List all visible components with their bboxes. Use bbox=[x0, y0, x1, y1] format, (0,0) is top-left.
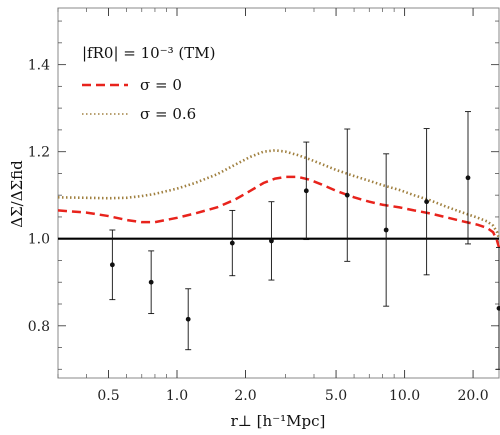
legend-label-sigma-0-6: σ = 0.6 bbox=[140, 105, 196, 123]
data-point bbox=[496, 305, 500, 311]
series-line-1 bbox=[57, 149, 500, 240]
y-tick-label: 1.2 bbox=[28, 145, 50, 161]
legend: |fR0| = 10⁻³ (TM) σ = 0 σ = 0.6 bbox=[82, 44, 215, 123]
x-tick-label: 5.0 bbox=[325, 388, 347, 404]
plot-frame bbox=[57, 7, 500, 379]
legend-title: |fR0| = 10⁻³ (TM) bbox=[82, 44, 215, 62]
data-point bbox=[269, 238, 274, 244]
series-line-0 bbox=[57, 175, 500, 248]
y-tick-label: 1.4 bbox=[28, 58, 50, 74]
series-lines bbox=[57, 149, 500, 248]
data-point bbox=[185, 316, 191, 322]
y-tick-label: 0.8 bbox=[28, 319, 50, 335]
data-point bbox=[344, 192, 350, 198]
data-point bbox=[148, 279, 154, 285]
legend-label-sigma-0: σ = 0 bbox=[140, 76, 182, 94]
x-tick-label: 10.0 bbox=[389, 388, 420, 404]
data-points bbox=[109, 111, 500, 370]
x-tick-label: 2.0 bbox=[234, 388, 256, 404]
y-tick-label: 1.0 bbox=[28, 232, 50, 248]
data-point bbox=[424, 199, 430, 205]
x-tick-label: 0.5 bbox=[97, 388, 119, 404]
x-axis-title: r⊥ [h⁻¹Mpc] bbox=[231, 412, 326, 430]
data-point bbox=[303, 188, 309, 194]
data-point bbox=[383, 227, 389, 233]
axis-ticks: 0.5 1.0 2.0 5.0 10.0 20.0 0.8 1.0 1.2 1.4 bbox=[28, 8, 499, 404]
data-point bbox=[109, 262, 115, 268]
data-point bbox=[229, 240, 235, 246]
x-tick-label: 20.0 bbox=[457, 388, 488, 404]
y-axis-title: ΔΣ/ΔΣfid bbox=[8, 160, 26, 228]
data-point bbox=[465, 175, 471, 181]
x-tick-label: 1.0 bbox=[166, 388, 188, 404]
